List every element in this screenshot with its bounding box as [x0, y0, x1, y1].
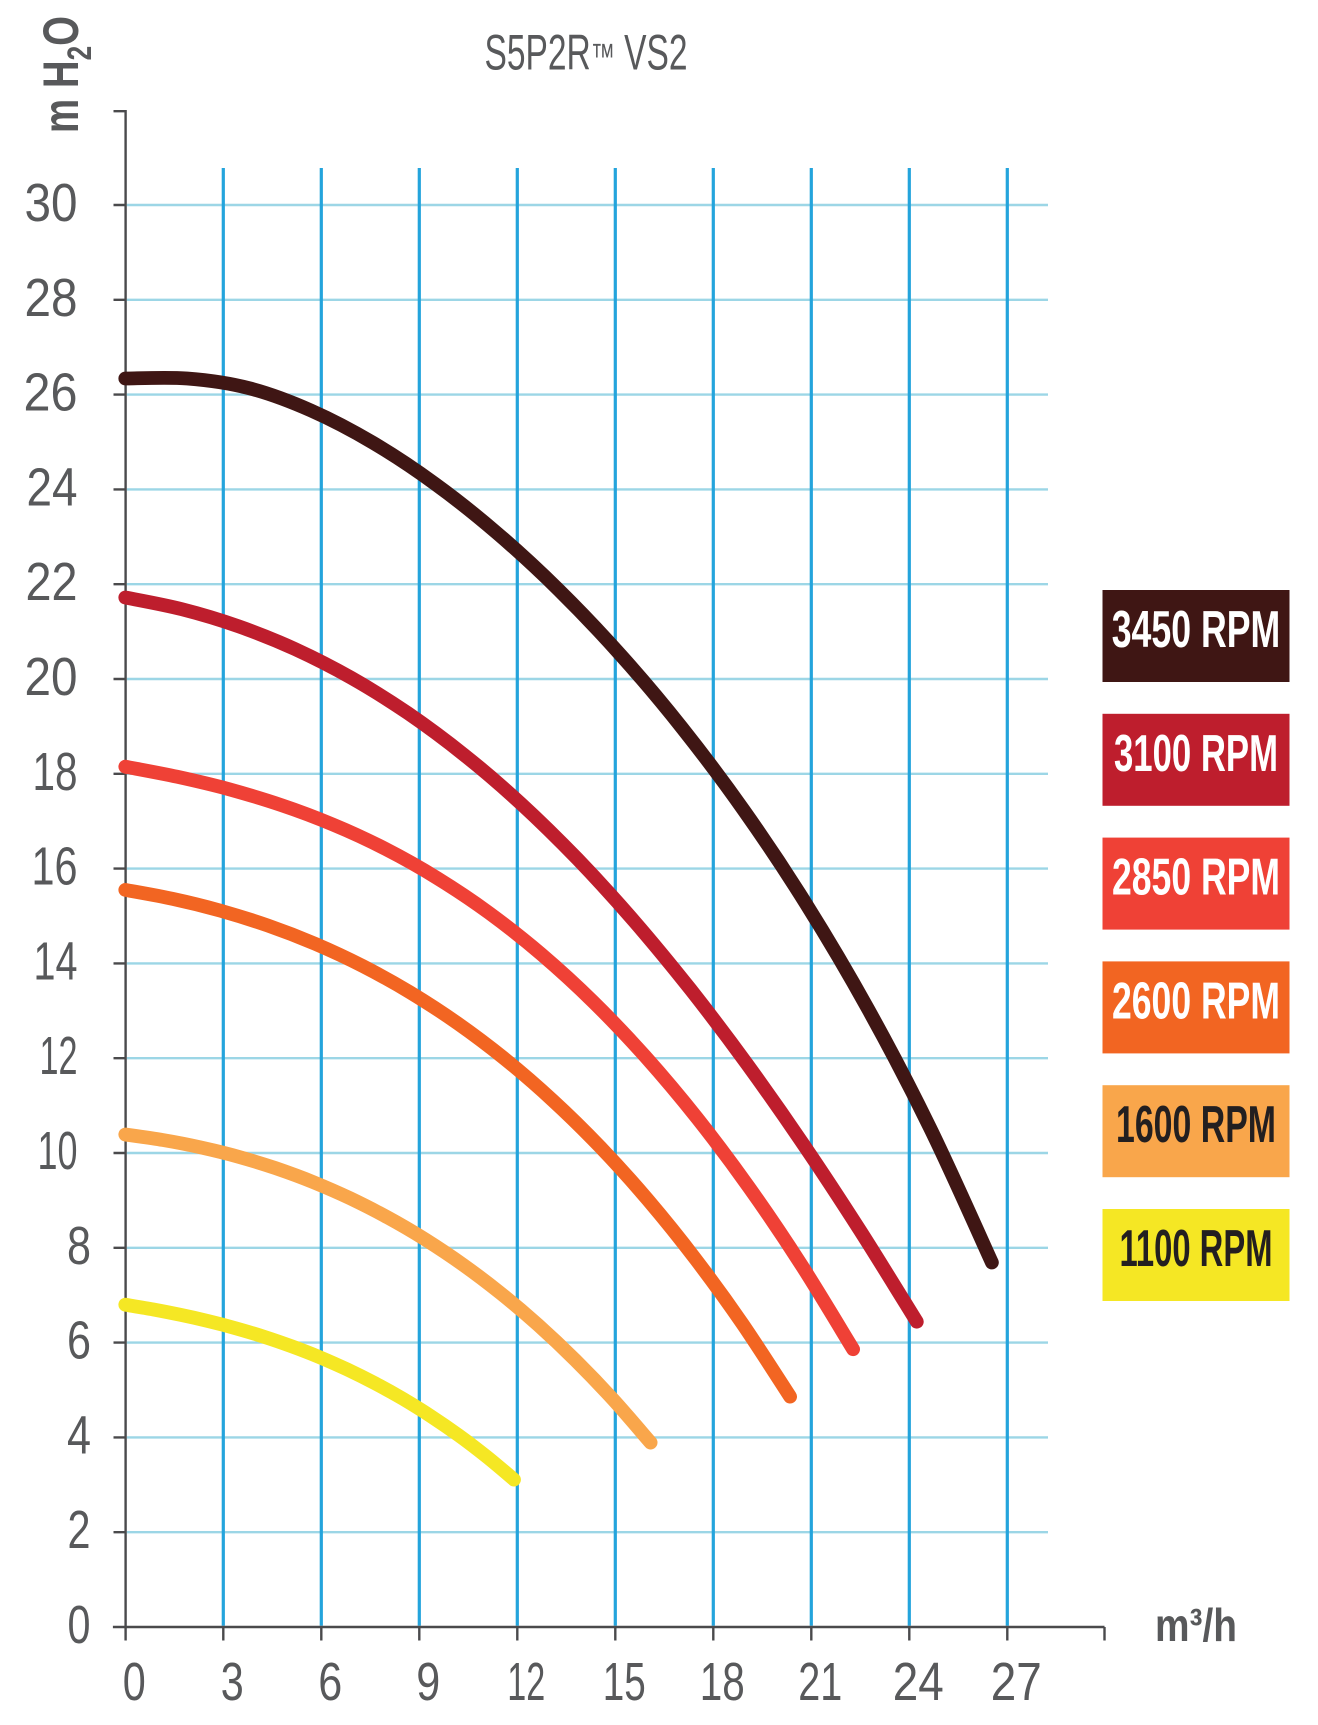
- svg-text:2850 RPM: 2850 RPM: [1112, 848, 1280, 906]
- svg-text:18: 18: [33, 743, 78, 802]
- svg-text:15: 15: [603, 1653, 646, 1712]
- svg-text:14: 14: [34, 932, 78, 991]
- svg-text:16: 16: [32, 838, 78, 897]
- svg-text:S5P2R™ VS2: S5P2R™ VS2: [485, 25, 688, 81]
- svg-text:3: 3: [221, 1653, 244, 1712]
- svg-text:8: 8: [67, 1217, 91, 1276]
- svg-text:18: 18: [700, 1653, 745, 1712]
- svg-text:2600 RPM: 2600 RPM: [1112, 971, 1280, 1029]
- svg-text:1600 RPM: 1600 RPM: [1116, 1095, 1276, 1153]
- svg-text:20: 20: [25, 648, 78, 707]
- svg-text:27: 27: [991, 1653, 1042, 1712]
- svg-text:30: 30: [25, 174, 78, 233]
- svg-text:m³/h: m³/h: [1155, 1599, 1237, 1651]
- svg-text:4: 4: [67, 1406, 91, 1465]
- svg-text:21: 21: [798, 1653, 842, 1712]
- svg-text:6: 6: [67, 1312, 91, 1371]
- svg-text:3100 RPM: 3100 RPM: [1114, 724, 1278, 782]
- svg-text:22: 22: [26, 553, 78, 612]
- svg-text:3450 RPM: 3450 RPM: [1112, 600, 1281, 658]
- svg-text:28: 28: [25, 269, 78, 328]
- svg-text:6: 6: [318, 1653, 342, 1712]
- svg-text:0: 0: [123, 1653, 146, 1712]
- svg-text:1100 RPM: 1100 RPM: [1120, 1219, 1273, 1277]
- svg-text:24: 24: [893, 1653, 944, 1712]
- svg-text:26: 26: [24, 364, 78, 423]
- svg-text:9: 9: [416, 1653, 440, 1712]
- svg-text:0: 0: [68, 1596, 91, 1655]
- svg-text:2: 2: [68, 1501, 91, 1560]
- svg-text:12: 12: [507, 1653, 545, 1712]
- svg-text:m H2O: m H2O: [33, 16, 99, 133]
- svg-text:10: 10: [38, 1122, 78, 1181]
- svg-text:24: 24: [27, 458, 78, 517]
- svg-text:12: 12: [40, 1027, 78, 1086]
